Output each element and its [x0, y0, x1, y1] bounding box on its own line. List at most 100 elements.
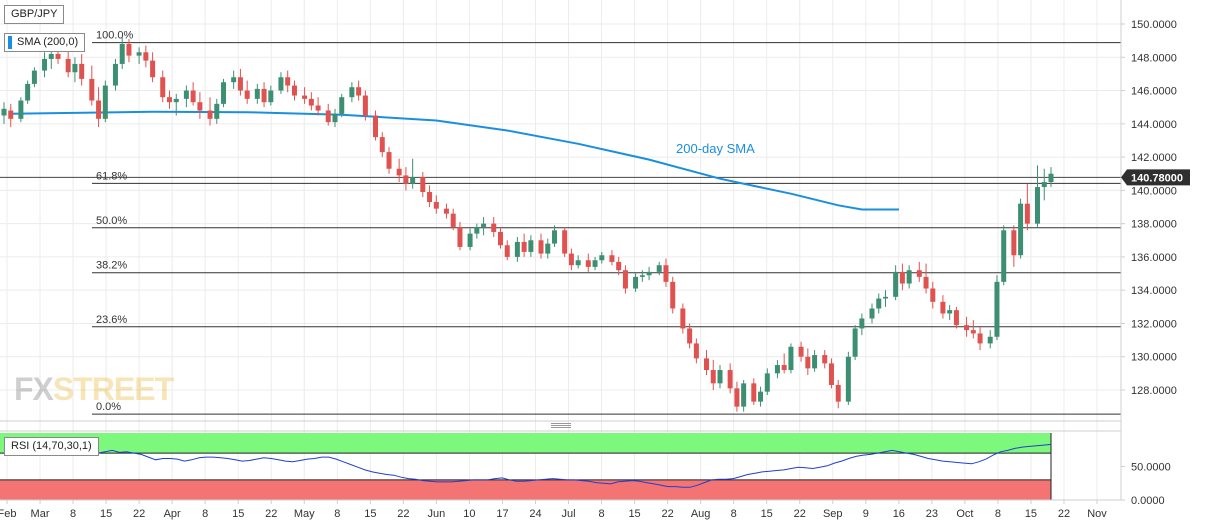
rsi-legend[interactable]: RSI (14,70,30,1)	[4, 437, 99, 456]
candle	[1048, 167, 1054, 188]
candle-body	[362, 95, 368, 116]
candle-body	[646, 271, 652, 276]
candle-body	[585, 260, 591, 267]
candle	[332, 108, 338, 128]
candle-body	[528, 240, 534, 252]
candle	[670, 276, 676, 314]
candle	[1041, 168, 1047, 201]
candle	[254, 83, 260, 104]
candle	[923, 263, 929, 294]
y-tick-label: 132.0000	[1131, 318, 1177, 330]
candle	[869, 303, 875, 324]
candle	[835, 380, 841, 409]
candle-body	[150, 60, 156, 78]
sma-layer: 200-day SMA	[10, 110, 899, 211]
rsi-y-tick-label: 0.0000	[1131, 495, 1165, 507]
candle-body	[268, 90, 274, 103]
x-tick-label: 15	[628, 508, 640, 520]
x-tick-label: 8	[334, 508, 340, 520]
candle-body	[237, 77, 243, 91]
candle-body	[788, 346, 794, 371]
x-tick-label: 15	[1025, 508, 1037, 520]
sma-legend[interactable]: SMA (200,0)	[4, 33, 86, 52]
candle-body	[315, 105, 321, 111]
candle	[947, 305, 953, 321]
x-tick-label: May	[294, 508, 315, 520]
fxstreet-watermark: FXSTREET	[14, 371, 174, 408]
x-tick-label: 8	[70, 508, 76, 520]
x-tick-label: 10	[463, 508, 475, 520]
candle-body	[1001, 230, 1007, 282]
candle-body	[717, 370, 723, 384]
watermark-fx: FX	[14, 371, 54, 407]
candle	[633, 273, 639, 292]
candle	[386, 147, 392, 174]
candle	[538, 233, 544, 259]
candle	[994, 275, 1000, 341]
candle	[521, 233, 527, 257]
x-tick-label: Sep	[823, 508, 843, 520]
rsi-layer	[3, 443, 1052, 488]
watermark-street: STREET	[52, 371, 174, 407]
x-tick-label: 22	[397, 508, 409, 520]
candle-body	[734, 388, 740, 407]
x-tick-label: 9	[863, 508, 869, 520]
candle-body	[923, 276, 929, 289]
candle-body	[450, 213, 456, 227]
sma-200-line	[10, 110, 899, 211]
candle-body	[254, 88, 260, 99]
candle	[940, 295, 946, 319]
x-tick-label: Jun	[428, 508, 446, 520]
last-price-label: 140.78000	[1131, 172, 1183, 184]
candle-body	[822, 355, 828, 364]
candle	[964, 316, 970, 337]
candle-body	[835, 385, 841, 402]
x-tick-label: 8	[598, 508, 604, 520]
x-tick-label: 22	[794, 508, 806, 520]
symbol-label[interactable]: GBP/JPY	[4, 5, 65, 24]
candle	[379, 132, 385, 158]
candle-body	[481, 223, 487, 227]
candle-body	[805, 356, 811, 369]
candle-body	[136, 52, 142, 56]
candle-body	[410, 177, 416, 184]
candle-body	[221, 82, 227, 104]
y-tick-label: 144.0000	[1131, 119, 1177, 131]
candle-body	[930, 288, 936, 302]
fibonacci-label: 0.0%	[96, 401, 121, 413]
candle-body	[160, 77, 166, 98]
candle	[72, 57, 78, 83]
candle	[285, 70, 291, 93]
x-tick-label: 16	[893, 508, 905, 520]
y-tick-label: 142.0000	[1131, 152, 1177, 164]
y-tick-label: 138.0000	[1131, 219, 1177, 231]
candle-body	[433, 202, 439, 209]
candle	[18, 97, 24, 123]
candle	[805, 348, 811, 376]
y-tick-label: 146.0000	[1131, 86, 1177, 98]
candle-body	[497, 231, 503, 246]
candle-body	[214, 103, 220, 119]
candle	[221, 78, 227, 108]
candle	[1034, 165, 1040, 227]
candle-body	[42, 58, 48, 71]
candle-body	[663, 265, 669, 282]
y-tick-label: 148.0000	[1131, 52, 1177, 64]
candle	[575, 255, 581, 269]
candle	[491, 216, 497, 237]
x-tick-label: 17	[496, 508, 508, 520]
candle	[433, 195, 439, 214]
x-tick-label: Aug	[691, 508, 711, 520]
candle	[930, 281, 936, 309]
candle	[450, 208, 456, 231]
candle-body	[231, 77, 237, 83]
candle-body	[798, 346, 804, 357]
candle	[214, 98, 220, 124]
candle	[244, 80, 250, 104]
candle-body	[680, 308, 686, 329]
candle-body	[859, 318, 865, 329]
candle-body	[899, 271, 905, 284]
candle-body	[467, 233, 473, 247]
candle-body	[1, 108, 7, 116]
candle	[852, 325, 858, 361]
